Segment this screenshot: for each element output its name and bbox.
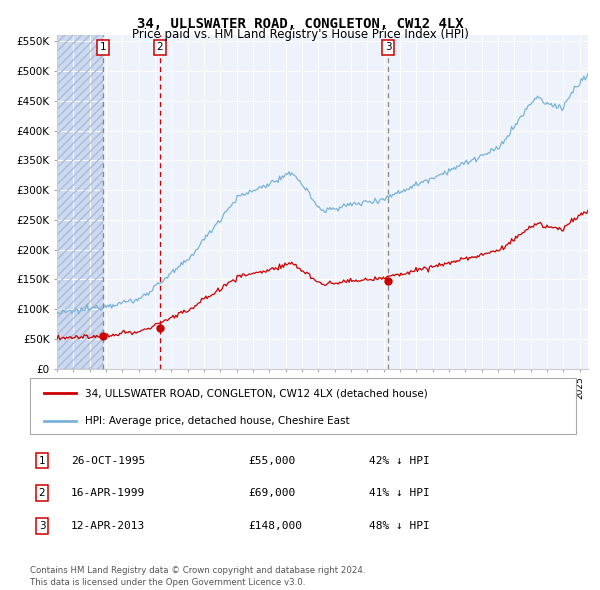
Text: 1: 1 <box>100 42 106 53</box>
Text: 26-OCT-1995: 26-OCT-1995 <box>71 455 145 466</box>
Bar <box>57 35 103 369</box>
Text: HPI: Average price, detached house, Cheshire East: HPI: Average price, detached house, Ches… <box>85 417 349 427</box>
Text: £55,000: £55,000 <box>248 455 296 466</box>
Text: £148,000: £148,000 <box>248 521 302 531</box>
Text: Contains HM Land Registry data © Crown copyright and database right 2024.
This d: Contains HM Land Registry data © Crown c… <box>30 566 365 587</box>
FancyBboxPatch shape <box>30 378 576 434</box>
Bar <box>57 35 103 369</box>
Text: 41% ↓ HPI: 41% ↓ HPI <box>368 489 429 499</box>
Text: 2: 2 <box>157 42 163 53</box>
Text: 34, ULLSWATER ROAD, CONGLETON, CW12 4LX (detached house): 34, ULLSWATER ROAD, CONGLETON, CW12 4LX … <box>85 388 427 398</box>
Text: 1: 1 <box>38 455 46 466</box>
Text: £69,000: £69,000 <box>248 489 296 499</box>
Text: 34, ULLSWATER ROAD, CONGLETON, CW12 4LX: 34, ULLSWATER ROAD, CONGLETON, CW12 4LX <box>137 17 463 31</box>
Text: 16-APR-1999: 16-APR-1999 <box>71 489 145 499</box>
Text: 42% ↓ HPI: 42% ↓ HPI <box>368 455 429 466</box>
Text: 3: 3 <box>385 42 392 53</box>
Text: 2: 2 <box>38 489 46 499</box>
Text: 3: 3 <box>38 521 46 531</box>
Text: 48% ↓ HPI: 48% ↓ HPI <box>368 521 429 531</box>
Text: 12-APR-2013: 12-APR-2013 <box>71 521 145 531</box>
Text: Price paid vs. HM Land Registry's House Price Index (HPI): Price paid vs. HM Land Registry's House … <box>131 28 469 41</box>
